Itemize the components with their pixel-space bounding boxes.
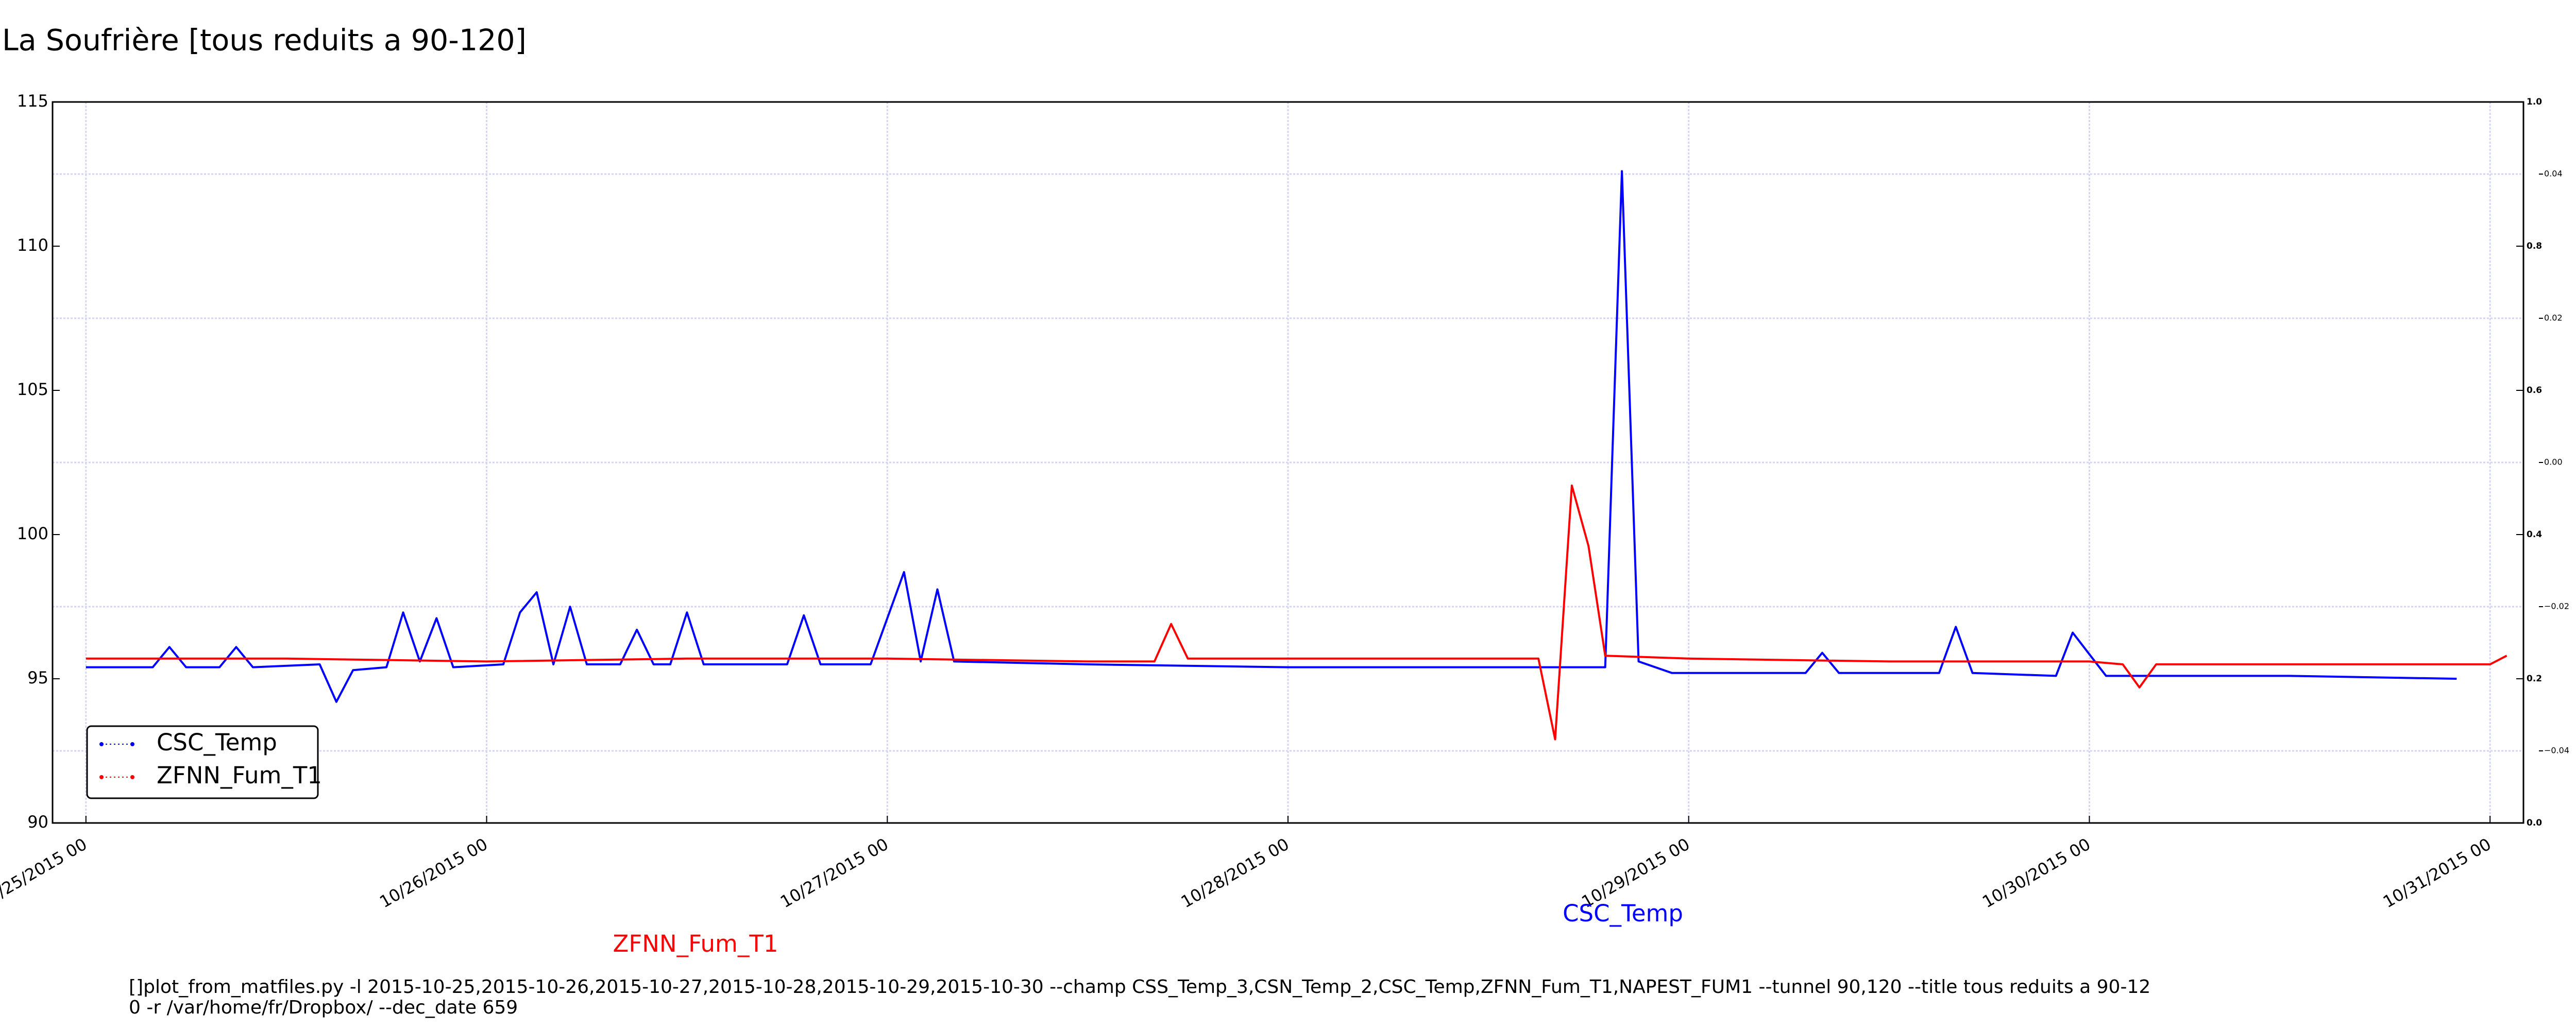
chart-title: La Soufrière [tous reduits a 90-120] [2,24,527,58]
y-tick-label: 95 [27,668,48,688]
series-line [86,484,2507,741]
legend: CSC_Temp ZFNN_Fum_T1 [86,725,322,799]
y3-tick-label: −0.04 [2544,746,2569,756]
footer-text: []plot_from_matfiles.py -l 2015-10-25,20… [129,976,2150,998]
y2-tick-label: 1.0 [2527,97,2542,107]
y3-tick-label: 0.00 [2544,457,2563,467]
y3-tick-label: 0.02 [2544,313,2563,323]
y-tick-label: 105 [17,380,48,399]
annotation: CSC_Temp [1563,900,1683,927]
plot-frame [52,101,2524,824]
y2-tick-label: 0.8 [2527,241,2542,251]
y2-tick-label: 0.2 [2527,674,2542,684]
y2-tick-label: 0.4 [2527,529,2542,540]
y2-tick-label: 0.6 [2527,385,2542,396]
y2-tick-label: 0.0 [2527,818,2542,828]
legend-box [86,725,319,799]
legend-marker [99,742,104,746]
legend-marker [99,775,104,779]
x-tick-label: 10/30/2015 00 [1979,834,2094,912]
legend-marker [130,742,134,746]
y-tick-label: 110 [17,235,48,255]
legend-label: ZFNN_Fum_T1 [157,762,322,789]
x-tick-label: 10/26/2015 00 [376,834,491,912]
legend-marker [130,775,134,779]
y-tick-label: 115 [17,91,48,111]
x-tick-label: 10/31/2015 00 [2380,834,2495,912]
x-tick-label: 10/28/2015 00 [1178,834,1293,912]
y-tick-label: 90 [27,812,48,832]
x-tick-label: 10/25/2015 00 [0,834,90,912]
annotation: ZFNN_Fum_T1 [613,930,778,957]
y3-tick-label: 0.04 [2544,169,2563,179]
y-tick-label: 100 [17,524,48,543]
legend-label: CSC_Temp [157,729,277,756]
series-line [86,170,2457,703]
x-tick-label: 10/27/2015 00 [777,834,892,912]
footer-text: 0 -r /var/home/fr/Dropbox/ --dec_date 65… [129,997,518,1018]
y3-tick-label: −0.02 [2544,602,2569,611]
